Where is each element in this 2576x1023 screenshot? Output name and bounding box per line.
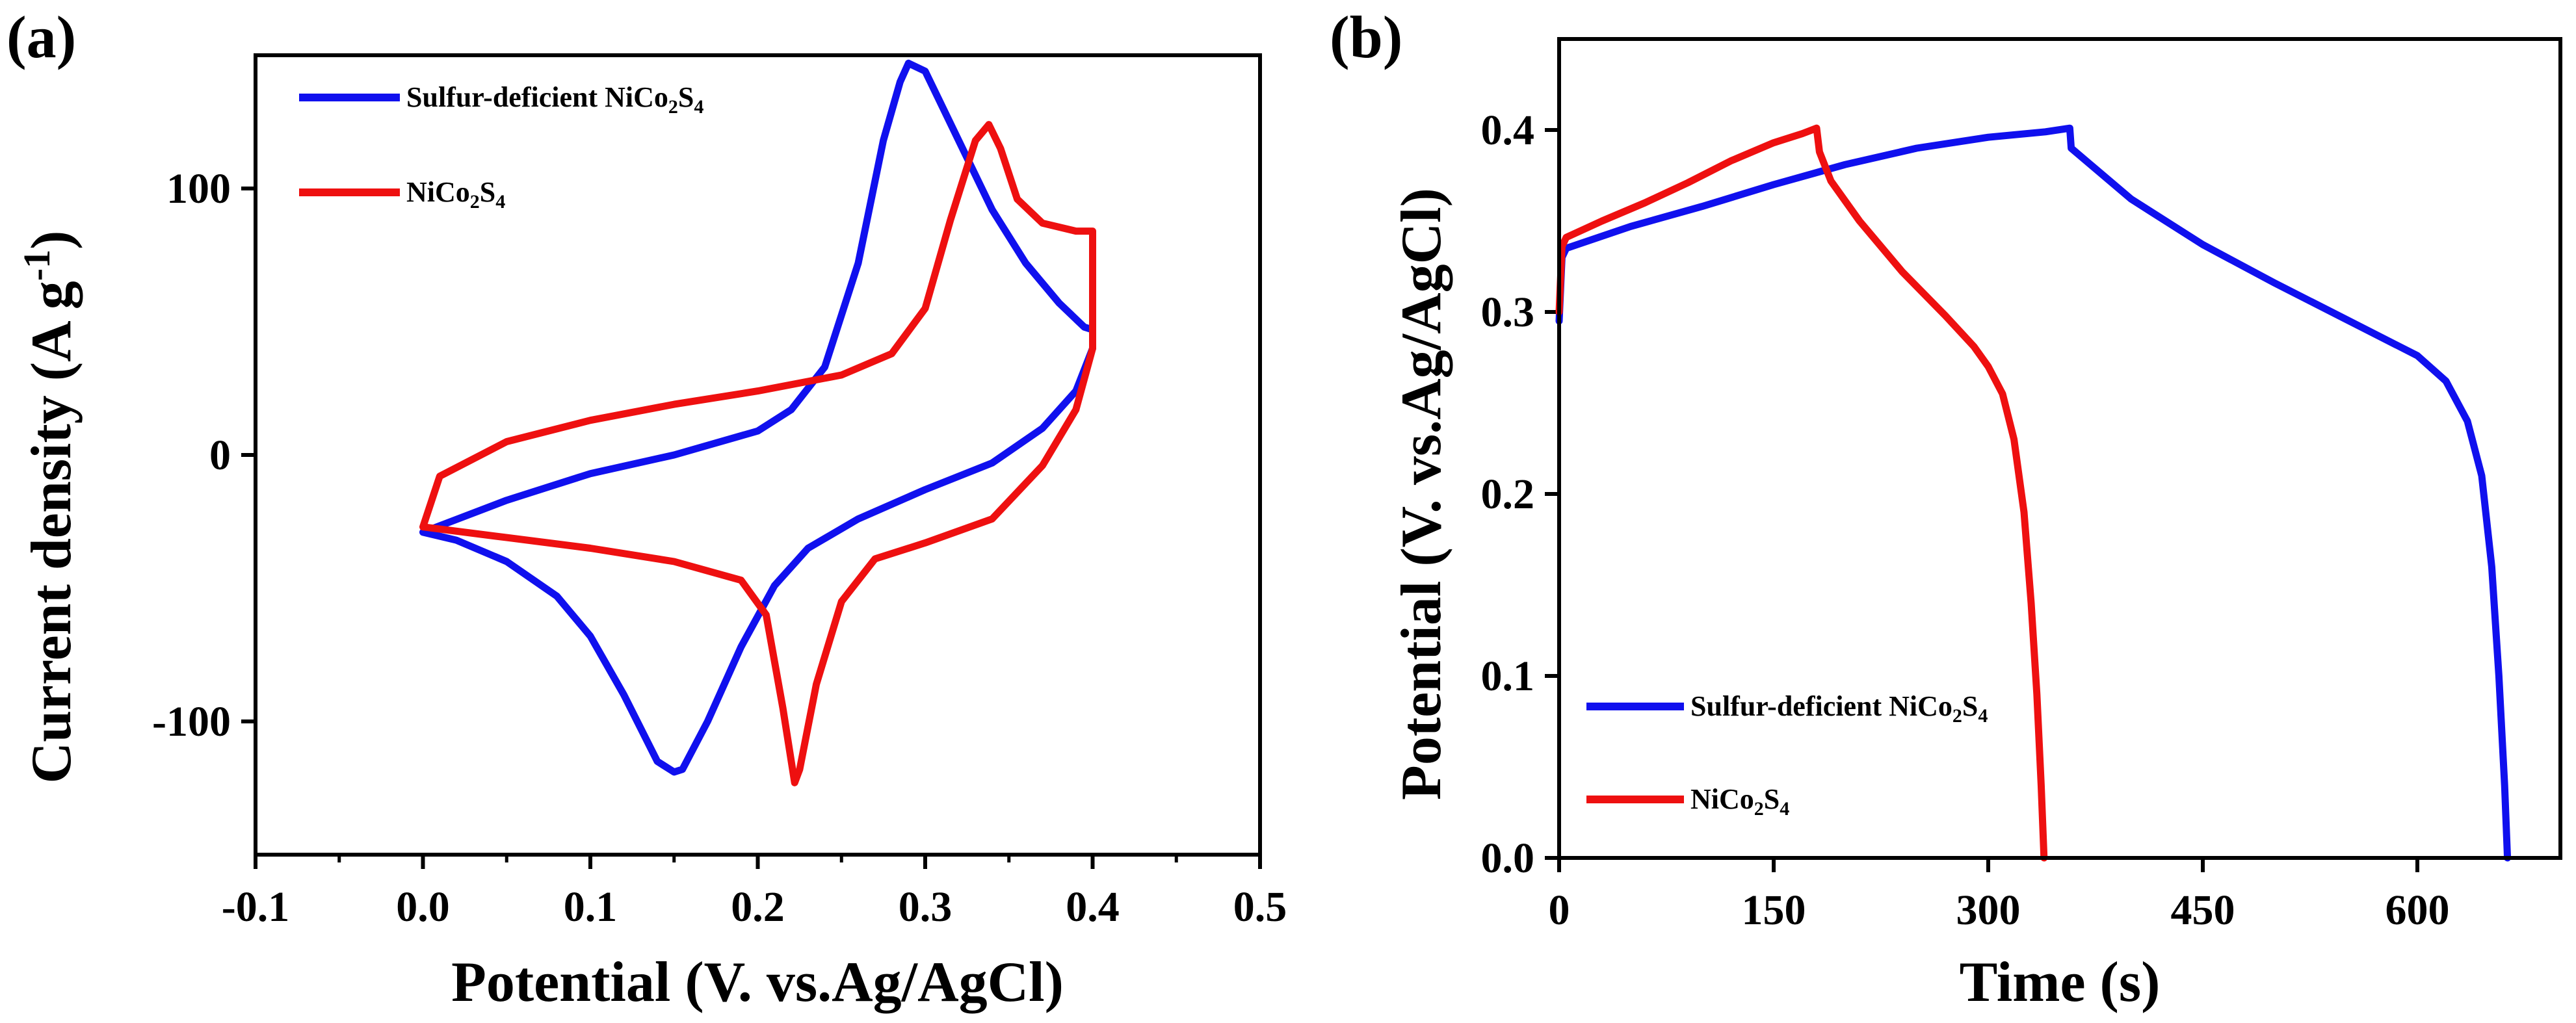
chart-b-y-axis-title: Potential (V. vs.Ag/AgCl): [1390, 188, 1453, 800]
chart-a-x-tick-label: 0.3: [899, 883, 953, 931]
chart-b: (b) 0 150 300 450 600 0.0 0.1 0.2 0.3 0.4 Time (s…: [1330, 4, 2562, 1014]
chart-b-series-line-sulfur-deficient-nico2s4: [1555, 124, 2512, 862]
chart-b-x-tick-label: 450: [2171, 887, 2235, 934]
chart-b-legend: Sulfur-deficient NiCo2S4 NiCo2S4: [1586, 690, 1988, 820]
chart-a-legend-label-sulfur-deficient: Sulfur-deficient NiCo2S4: [406, 81, 703, 118]
chart-b-y-tick-label: 0.4: [1481, 107, 1535, 154]
chart-b-legend-label-sulfur-deficient: Sulfur-deficient NiCo2S4: [1690, 690, 1988, 727]
chart-b-x-tick-label: 150: [1742, 887, 1806, 934]
chart-a-x-axis-title: Potential (V. vs.Ag/AgCl): [451, 951, 1064, 1014]
chart-b-x-tick-label: 0: [1549, 887, 1570, 934]
chart-b-y-tick-label: 0.3: [1481, 289, 1535, 336]
chart-b-y-tick-label: 0.0: [1481, 835, 1535, 882]
chart-a-y-tick-label: 0: [209, 432, 231, 479]
chart-a-x-tick-label: 0.4: [1066, 883, 1120, 931]
chart-a-series: [419, 59, 1096, 786]
chart-b-ticks: 0 150 300 450 600 0.0 0.1 0.2 0.3 0.4: [1481, 107, 2450, 934]
chart-b-y-tick-label: 0.1: [1481, 653, 1535, 700]
chart-b-y-tick-label: 0.2: [1481, 471, 1535, 518]
chart-a-y-axis-title-close: ): [20, 231, 83, 250]
chart-a-panel-label: (a): [7, 4, 76, 70]
chart-b-x-axis-title: Time (s): [1960, 951, 2161, 1014]
chart-a: (a) -0.1 0.0 0.1 0.2 0.3 0.4 0.5 100 0 -100 Poten…: [7, 4, 1287, 1014]
chart-a-series-line-sulfur-deficient-nico2s4: [419, 59, 1096, 776]
chart-a-legend: Sulfur-deficient NiCo2S4 NiCo2S4: [299, 81, 703, 213]
chart-b-x-tick-label: 300: [1956, 887, 2021, 934]
chart-b-series: [1555, 124, 2512, 862]
chart-a-x-tick-label: 0.0: [396, 883, 450, 931]
chart-a-series-line-nico2s4: [419, 121, 1096, 786]
chart-a-legend-label-nico2s4: NiCo2S4: [406, 176, 505, 213]
chart-a-x-tick-label: -0.1: [222, 883, 289, 931]
chart-a-y-axis-title-sup: -1: [16, 250, 58, 281]
chart-a-y-tick-label: 100: [166, 165, 231, 213]
chart-b-legend-label-nico2s4: NiCo2S4: [1690, 783, 1789, 820]
chart-a-y-axis-title-main: Current density (A g: [20, 281, 83, 783]
chart-a-ticks: -0.1 0.0 0.1 0.2 0.3 0.4 0.5 100 0 -100: [152, 165, 1287, 931]
chart-a-x-tick-label: 0.5: [1233, 883, 1287, 931]
chart-a-y-tick-label: -100: [152, 698, 231, 745]
chart-b-panel-label: (b): [1330, 4, 1402, 70]
chart-a-x-tick-label: 0.2: [731, 883, 785, 931]
chart-b-series-line-nico2s4: [1555, 124, 2048, 862]
chart-a-y-axis-title: Current density (A g-1): [16, 231, 83, 784]
chart-a-plot-frame: [254, 53, 1262, 857]
chart-b-plot-frame: [1557, 37, 2562, 860]
chart-b-x-tick-label: 600: [2385, 887, 2450, 934]
chart-a-x-tick-label: 0.1: [564, 883, 618, 931]
